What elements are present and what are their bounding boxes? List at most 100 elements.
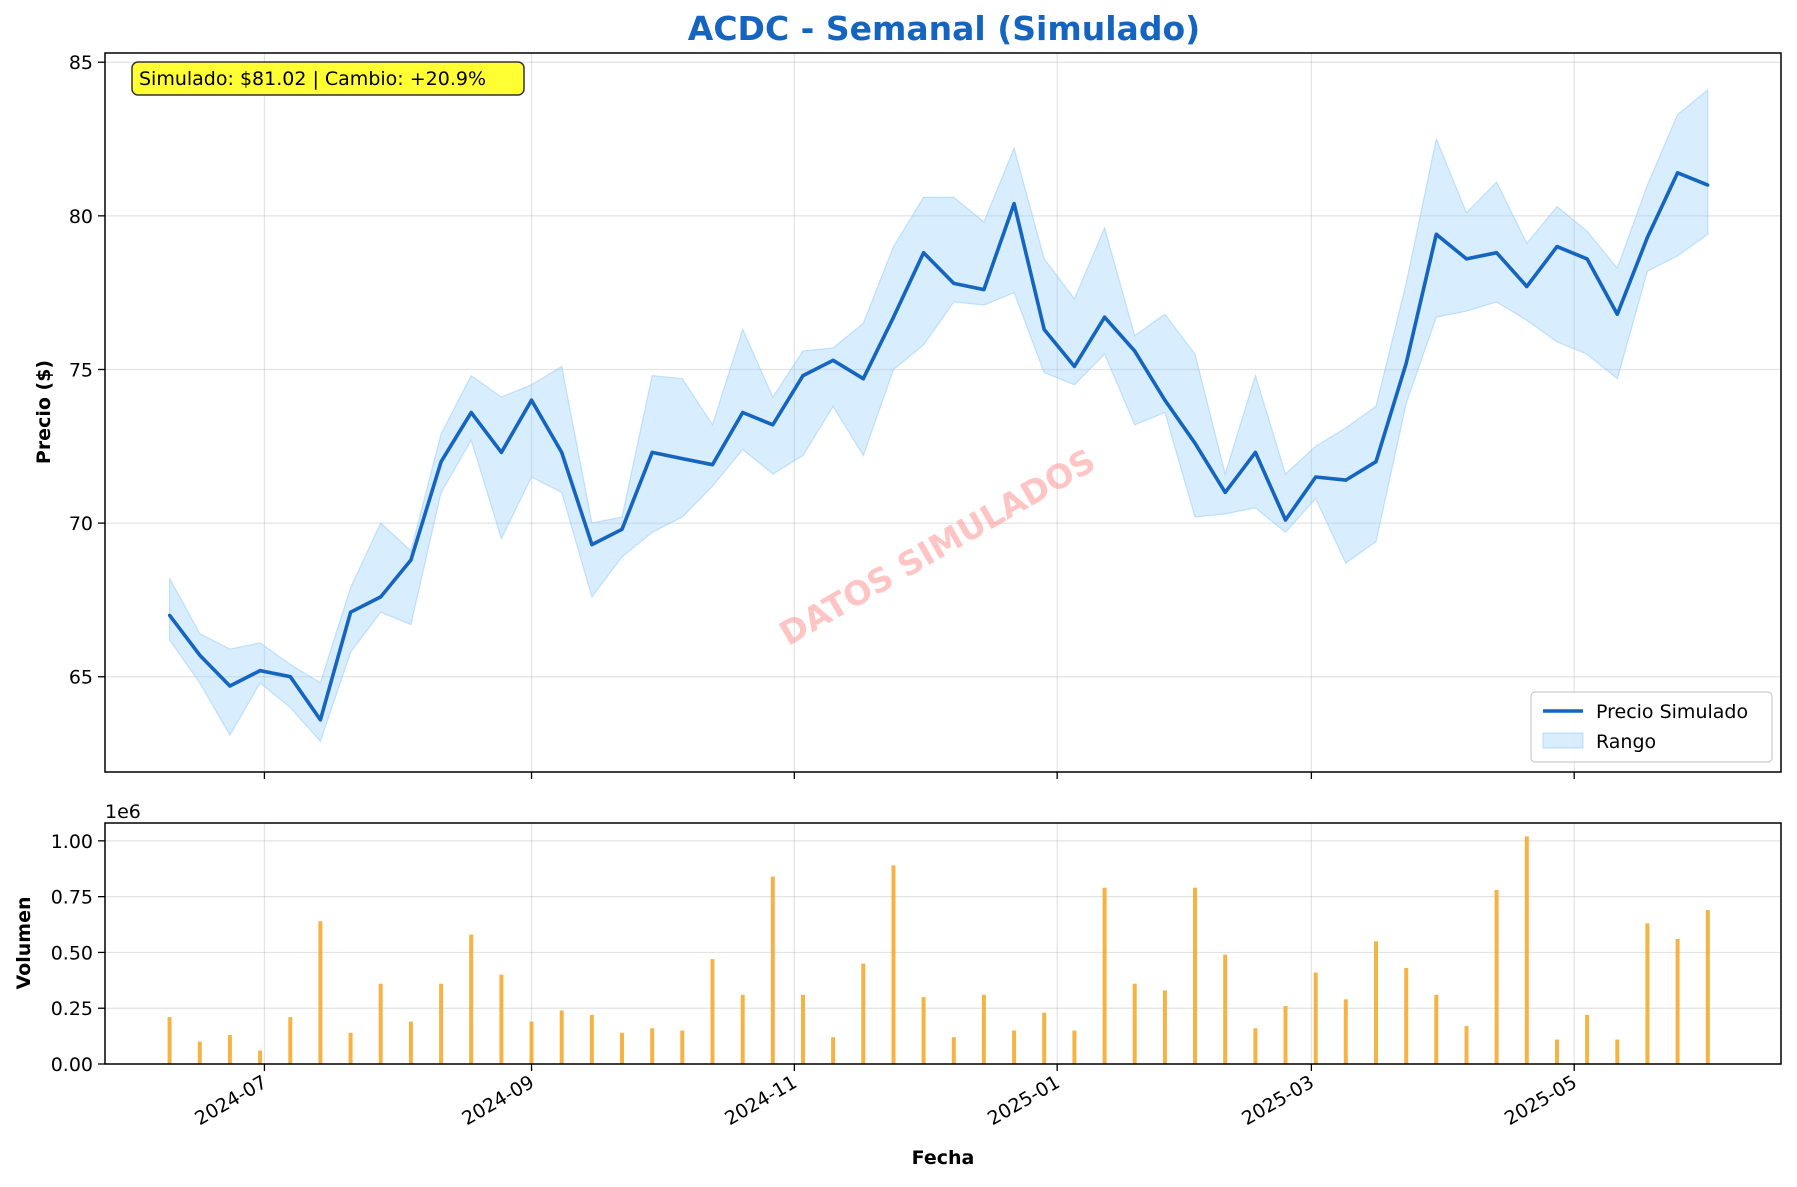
price-point bbox=[650, 450, 654, 454]
price-point bbox=[1676, 171, 1680, 175]
price-point bbox=[1042, 327, 1046, 332]
volume-bar bbox=[891, 865, 896, 1064]
volume-bar bbox=[378, 983, 383, 1064]
volume-bar bbox=[1675, 939, 1680, 1064]
price-point bbox=[499, 450, 503, 454]
legend-label-range: Rango bbox=[1596, 731, 1656, 753]
price-point bbox=[228, 684, 232, 688]
price-point bbox=[1495, 251, 1499, 255]
volume-bar bbox=[1404, 968, 1409, 1064]
price-point bbox=[198, 653, 202, 657]
volume-bar bbox=[227, 1035, 232, 1064]
price-point bbox=[1344, 478, 1348, 482]
price-point bbox=[258, 669, 262, 673]
volume-bar bbox=[1343, 999, 1348, 1064]
volume-bar bbox=[589, 1014, 594, 1064]
volume-ytick-label: 0.50 bbox=[51, 942, 93, 964]
price-point bbox=[1615, 312, 1619, 316]
volume-bar bbox=[770, 876, 775, 1064]
volume-bar bbox=[1132, 983, 1137, 1064]
price-axes-frame bbox=[104, 52, 1782, 773]
price-point bbox=[560, 450, 564, 454]
legend-frame bbox=[1530, 691, 1773, 763]
volume-bar bbox=[1374, 941, 1378, 1064]
volume-bar bbox=[469, 934, 474, 1064]
volume-bar bbox=[981, 994, 986, 1064]
volume-bar bbox=[1645, 923, 1650, 1064]
price-xticks bbox=[263, 772, 1575, 779]
price-ytick-label: 70 bbox=[69, 513, 93, 535]
legend: Precio Simulado Rango bbox=[1530, 691, 1773, 763]
price-point bbox=[801, 374, 805, 378]
price-points bbox=[168, 171, 1710, 722]
price-point bbox=[1555, 245, 1559, 249]
price-point bbox=[1645, 235, 1649, 239]
price-point bbox=[982, 288, 986, 292]
volume-bar bbox=[1434, 994, 1439, 1064]
volume-bar bbox=[1162, 990, 1167, 1064]
price-point bbox=[1314, 475, 1318, 479]
price-ytick-label: 75 bbox=[69, 359, 93, 381]
price-point bbox=[952, 281, 956, 285]
volume-bar bbox=[1102, 887, 1107, 1064]
volume-bar bbox=[439, 983, 444, 1064]
price-point bbox=[1072, 364, 1076, 368]
price-point bbox=[1585, 257, 1589, 261]
volume-bar bbox=[801, 994, 805, 1064]
price-point bbox=[439, 460, 443, 464]
volume-bar bbox=[1253, 1028, 1258, 1064]
volume-bar bbox=[1042, 1012, 1047, 1064]
annotation-background bbox=[131, 61, 525, 96]
price-point bbox=[771, 423, 775, 427]
volume-bar bbox=[167, 1017, 172, 1064]
volume-bar bbox=[650, 1028, 655, 1064]
price-point bbox=[1012, 202, 1016, 206]
volume-bar bbox=[1072, 1030, 1077, 1064]
volume-bar bbox=[861, 963, 866, 1064]
price-point bbox=[1525, 284, 1529, 289]
price-line bbox=[168, 171, 1709, 722]
price-point bbox=[1253, 450, 1257, 454]
chart-title: ACDC - Semanal (Simulado) bbox=[688, 9, 1200, 48]
price-point bbox=[1283, 518, 1288, 522]
legend-label-price: Precio Simulado bbox=[1596, 701, 1748, 723]
volume-yticks: 0.00 0.25 0.50 0.75 1.00 bbox=[51, 831, 105, 1076]
price-point bbox=[469, 410, 473, 415]
volume-multiplier: 1e6 bbox=[105, 801, 141, 823]
price-point bbox=[922, 251, 926, 255]
price-point bbox=[1434, 232, 1438, 236]
volume-ylabel: Volumen bbox=[13, 897, 35, 990]
volume-bar bbox=[1464, 1026, 1469, 1064]
price-point bbox=[831, 358, 835, 362]
price-point bbox=[1404, 361, 1408, 365]
price-grid bbox=[105, 53, 1781, 772]
volume-bar bbox=[1705, 910, 1710, 1064]
price-point bbox=[349, 610, 353, 614]
price-yticks: 65 70 75 80 85 bbox=[69, 52, 105, 689]
price-point bbox=[529, 398, 534, 402]
volume-bar bbox=[951, 1037, 956, 1064]
volume-bar bbox=[318, 921, 323, 1064]
price-point bbox=[1193, 441, 1197, 445]
price-ytick-label: 65 bbox=[69, 667, 93, 689]
volume-bar bbox=[710, 959, 715, 1064]
volume-bar bbox=[1524, 836, 1529, 1064]
annotation-text: Simulado: $81.02 | Cambio: +20.9% bbox=[139, 68, 486, 90]
price-ylabel: Precio ($) bbox=[33, 360, 55, 464]
volume-bar bbox=[1012, 1030, 1017, 1064]
volume-bar bbox=[831, 1037, 836, 1064]
volume-bar bbox=[1193, 887, 1197, 1064]
price-point bbox=[1464, 257, 1469, 261]
volume-bar bbox=[408, 1021, 413, 1064]
volume-ytick-label: 0.25 bbox=[51, 998, 93, 1020]
volume-bar bbox=[197, 1041, 202, 1064]
price-point bbox=[168, 613, 172, 617]
price-point bbox=[741, 410, 745, 415]
volume-bar bbox=[348, 1032, 353, 1064]
price-point bbox=[379, 595, 383, 599]
volume-ytick-label: 1.00 bbox=[51, 831, 93, 853]
volume-bar bbox=[1615, 1039, 1620, 1064]
volume-bar bbox=[680, 1030, 685, 1064]
volume-bar bbox=[1494, 889, 1499, 1064]
